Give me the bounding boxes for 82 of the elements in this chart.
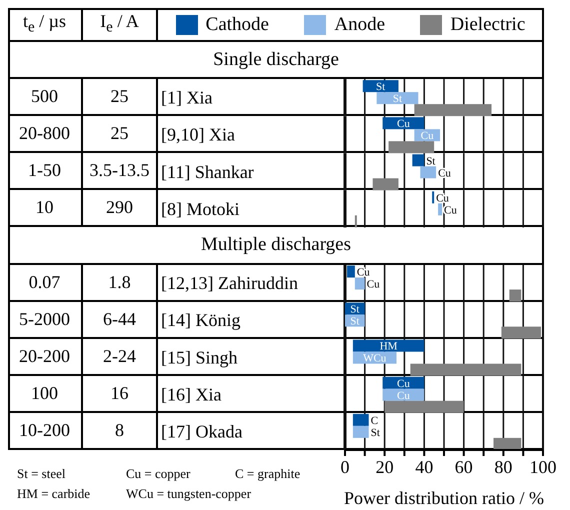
data-label: Cu: [366, 278, 380, 291]
text: 100: [31, 382, 58, 404]
text: HM = carbide: [17, 486, 90, 501]
bar: [388, 141, 434, 154]
x-tick-label: 100: [530, 456, 556, 477]
bar: [382, 117, 424, 130]
y-tick-label: [9,10] Xia: [161, 124, 235, 145]
x-tick-label: 60: [454, 456, 473, 477]
text: 290: [106, 197, 133, 218]
text: 20-800: [19, 123, 70, 144]
text: Cu = copper: [126, 466, 190, 481]
legend-label: Anode: [334, 14, 386, 36]
data-label: Cu: [444, 204, 458, 216]
text: 6-44: [103, 308, 136, 330]
data-label: St: [376, 81, 386, 94]
text: 10-200: [19, 420, 70, 441]
bar: [352, 340, 424, 352]
data-label: St: [370, 426, 380, 439]
x-tick-label: 40: [415, 456, 434, 477]
y-tick-label: [15] Singh: [161, 347, 238, 368]
data-label: St: [392, 93, 402, 106]
y-tick-label: [8] Motoki: [161, 198, 240, 219]
text: t$_{e}$ / µs: [22, 11, 66, 37]
text: 3.5-13.5: [90, 160, 150, 182]
data-label: Cu: [396, 118, 410, 130]
data-label: Cu: [396, 378, 410, 390]
bar: [382, 376, 424, 389]
data-label: St: [426, 155, 436, 168]
text: WCu = tungsten-copper: [126, 486, 252, 501]
y-tick-label: [11] Shankar: [161, 162, 254, 182]
bar: [501, 326, 542, 339]
text: 2-24: [103, 346, 136, 367]
text: 25: [110, 86, 128, 108]
bar: [376, 92, 418, 104]
bar: [346, 266, 355, 278]
bar: [362, 80, 398, 92]
bar: [352, 414, 369, 426]
data-label: St: [350, 316, 360, 328]
y-tick-label: [1] Xia: [161, 88, 212, 108]
text: 5-2000: [19, 308, 70, 330]
data-label: Cu: [396, 390, 410, 402]
x-tick-label: 20: [376, 456, 394, 477]
bar: [414, 104, 492, 116]
text: St = steel: [17, 466, 66, 481]
legend-label: Cathode: [206, 14, 269, 36]
y-tick-label: [12,13] Zahiruddin: [161, 273, 298, 294]
bar: [352, 426, 369, 438]
x-axis-title: Power distribution ratio / %: [344, 488, 544, 508]
text: 0.07: [28, 272, 60, 293]
text: I$_{e}$ / A: [100, 11, 139, 37]
data-label: HM: [380, 340, 398, 353]
y-tick-label: [14] König: [161, 310, 240, 330]
text: Single discharge: [213, 48, 339, 71]
text: 10: [36, 197, 54, 218]
bar: [438, 203, 442, 216]
data-label: C: [370, 414, 378, 427]
bar: [372, 178, 398, 190]
bar: [354, 278, 365, 290]
bar: [509, 290, 522, 302]
y-tick-label: [17] Okada: [161, 421, 242, 442]
bar: [420, 166, 436, 178]
bar: [494, 438, 522, 450]
text: 16: [110, 382, 128, 404]
bar: [384, 400, 464, 413]
text: 25: [110, 123, 128, 144]
data-label: St: [350, 304, 360, 316]
y-tick-label: [16] Xia: [161, 384, 222, 404]
bar: [412, 154, 424, 166]
text: 1-50: [28, 160, 61, 182]
bar: [410, 364, 522, 376]
text: 500: [31, 86, 58, 108]
text: 20-200: [19, 346, 70, 367]
x-tick-label: 0: [340, 456, 350, 477]
text: 8: [115, 420, 124, 441]
annotation: Multiple discharges: [200, 234, 352, 256]
data-label: Cu: [420, 130, 434, 142]
text: 1.8: [108, 272, 131, 293]
text: C = graphite: [235, 466, 300, 481]
x-tick-label: 80: [494, 456, 512, 477]
data-label: WCu: [363, 352, 387, 365]
bar: [382, 388, 424, 401]
legend-label: Dielectric: [450, 14, 526, 36]
